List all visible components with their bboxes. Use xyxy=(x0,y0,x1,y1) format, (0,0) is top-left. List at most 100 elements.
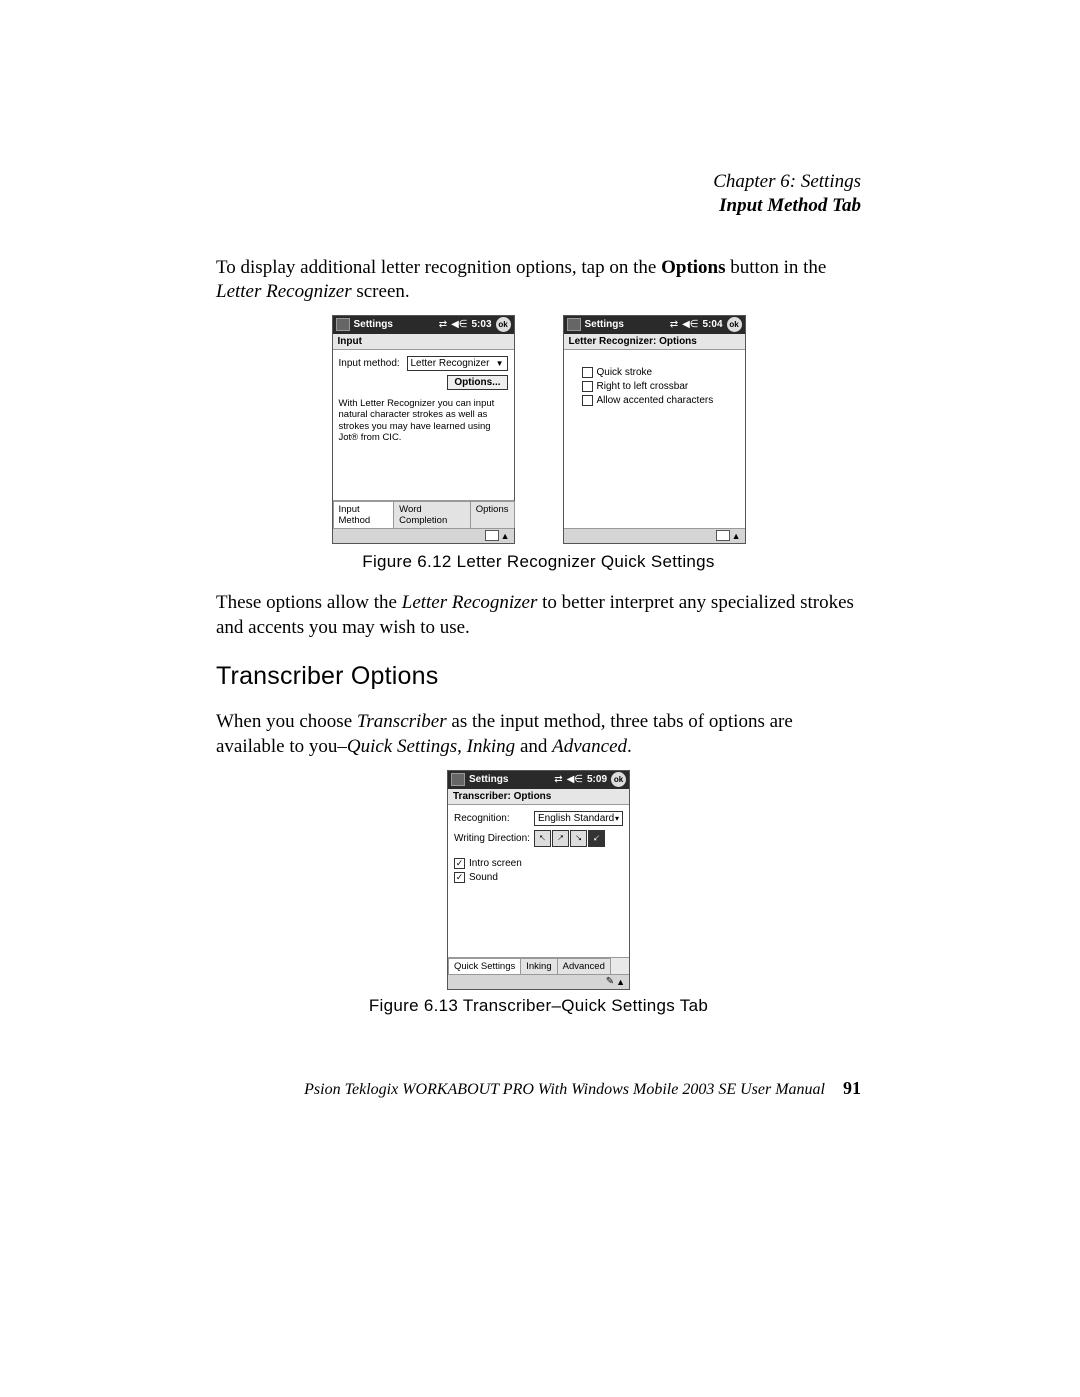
text-italic: Letter Recognizer xyxy=(402,592,538,613)
ok-button[interactable]: ok xyxy=(496,317,511,332)
up-arrow-icon[interactable]: ▲ xyxy=(732,531,741,541)
text: screen. xyxy=(352,281,410,302)
checkbox-icon xyxy=(582,395,593,406)
checkbox-label: Right to left crossbar xyxy=(597,381,689,392)
page-number: 91 xyxy=(843,1078,861,1098)
text: To display additional letter recognition… xyxy=(216,257,661,278)
text: When you choose xyxy=(216,711,357,732)
connectivity-icon[interactable]: ⇄ xyxy=(670,319,678,330)
start-flag-icon[interactable] xyxy=(336,318,350,331)
screen-heading: Transcriber: Options xyxy=(448,789,629,805)
text-italic: Inking xyxy=(467,736,516,757)
checkbox-label: Allow accented characters xyxy=(597,395,714,406)
text: and xyxy=(515,736,552,757)
input-method-label: Input method: xyxy=(339,358,403,369)
screenshot-row-1: Settings ⇄ ◀∈ 5:03 ok Input Input method… xyxy=(216,315,861,544)
checkbox-icon: ✓ xyxy=(454,872,465,883)
paragraph-2: These options allow the Letter Recognize… xyxy=(216,591,861,640)
start-flag-icon[interactable] xyxy=(567,318,581,331)
checkbox-rtl-crossbar[interactable]: Right to left crossbar xyxy=(582,381,739,392)
checkbox-icon xyxy=(582,367,593,378)
checkbox-intro-screen[interactable]: ✓ Intro screen xyxy=(454,858,623,869)
volume-icon[interactable]: ◀∈ xyxy=(682,319,698,330)
connectivity-icon[interactable]: ⇄ xyxy=(439,319,447,330)
device-titlebar: Settings ⇄ ◀∈ 5:03 ok xyxy=(333,316,514,334)
tab-word-completion[interactable]: Word Completion xyxy=(393,501,471,528)
start-flag-icon[interactable] xyxy=(451,773,465,786)
device-titlebar: Settings ⇄ ◀∈ 5:09 ok xyxy=(448,771,629,789)
options-button[interactable]: Options... xyxy=(447,375,507,390)
ok-button[interactable]: ok xyxy=(611,772,626,787)
checkbox-label: Intro screen xyxy=(469,858,522,869)
text: These options allow the xyxy=(216,592,402,613)
chapter-line: Chapter 6: Settings xyxy=(216,170,861,194)
screen-body: Input method: Letter Recognizer ▼ Option… xyxy=(333,350,514,500)
ok-button[interactable]: ok xyxy=(727,317,742,332)
paragraph-1: To display additional letter recognition… xyxy=(216,256,861,305)
tab-inking[interactable]: Inking xyxy=(520,958,557,974)
section-heading-transcriber: Transcriber Options xyxy=(216,662,861,691)
tab-input-method[interactable]: Input Method xyxy=(333,501,395,528)
volume-icon[interactable]: ◀∈ xyxy=(451,319,467,330)
checkbox-icon: ✓ xyxy=(454,858,465,869)
direction-1-button[interactable]: ⭦ xyxy=(534,830,551,847)
page-footer: Psion Teklogix WORKABOUT PRO With Window… xyxy=(216,1078,861,1099)
screenshot-transcriber-quick-settings: Settings ⇄ ◀∈ 5:09 ok Transcriber: Optio… xyxy=(447,770,630,990)
figure-caption-612: Figure 6.12 Letter Recognizer Quick Sett… xyxy=(216,552,861,572)
text-italic: Letter Recognizer xyxy=(216,281,352,302)
direction-2-button[interactable]: ⭧ xyxy=(552,830,569,847)
text-italic: Transcriber xyxy=(357,711,447,732)
text: button in the xyxy=(726,257,827,278)
clock[interactable]: 5:09 xyxy=(587,774,607,785)
clock[interactable]: 5:04 xyxy=(702,319,722,330)
titlebar-label: Settings xyxy=(354,319,435,330)
text: , xyxy=(457,736,467,757)
screen-heading: Letter Recognizer: Options xyxy=(564,334,745,350)
footer-text: Psion Teklogix WORKABOUT PRO With Window… xyxy=(304,1081,825,1098)
titlebar-label: Settings xyxy=(585,319,666,330)
combo-value: Letter Recognizer xyxy=(411,358,490,369)
pen-icon[interactable]: ✎ xyxy=(606,976,614,987)
checkbox-quick-stroke[interactable]: Quick stroke xyxy=(582,367,739,378)
checkbox-sound[interactable]: ✓ Sound xyxy=(454,872,623,883)
checkbox-label: Quick stroke xyxy=(597,367,653,378)
keyboard-icon[interactable] xyxy=(485,530,499,541)
up-arrow-icon[interactable]: ▲ xyxy=(616,977,625,987)
screenshot-input-method: Settings ⇄ ◀∈ 5:03 ok Input Input method… xyxy=(332,315,515,544)
chapter-subtitle: Input Method Tab xyxy=(216,194,861,218)
device-bottombar: ▲ xyxy=(333,528,514,543)
combo-value: English Standard xyxy=(538,813,614,824)
screen-heading: Input xyxy=(333,334,514,350)
up-arrow-icon[interactable]: ▲ xyxy=(501,531,510,541)
direction-4-button[interactable]: ⭩ xyxy=(588,830,605,847)
tab-options[interactable]: Options xyxy=(470,501,515,528)
tabs: Input Method Word Completion Options xyxy=(333,500,514,528)
text: . xyxy=(627,736,632,757)
tab-quick-settings[interactable]: Quick Settings xyxy=(448,958,521,974)
screen-body: Quick stroke Right to left crossbar Allo… xyxy=(564,350,745,528)
volume-icon[interactable]: ◀∈ xyxy=(567,774,583,785)
checkbox-accented-chars[interactable]: Allow accented characters xyxy=(582,395,739,406)
direction-3-button[interactable]: ⭨ xyxy=(570,830,587,847)
device-bottombar: ✎ ▲ xyxy=(448,974,629,989)
input-method-combo[interactable]: Letter Recognizer ▼ xyxy=(407,356,508,371)
paragraph-3: When you choose Transcriber as the input… xyxy=(216,710,861,759)
text-italic: Quick Settings xyxy=(347,736,457,757)
connectivity-icon[interactable]: ⇄ xyxy=(554,774,562,785)
recognition-label: Recognition: xyxy=(454,813,530,824)
checkbox-icon xyxy=(582,381,593,392)
device-bottombar: ▲ xyxy=(564,528,745,543)
clock[interactable]: 5:03 xyxy=(471,319,491,330)
device-titlebar: Settings ⇄ ◀∈ 5:04 ok xyxy=(564,316,745,334)
keyboard-icon[interactable] xyxy=(716,530,730,541)
chevron-down-icon: ▼ xyxy=(496,359,504,368)
tabs: Quick Settings Inking Advanced xyxy=(448,957,629,974)
figure-caption-613: Figure 6.13 Transcriber–Quick Settings T… xyxy=(216,996,861,1016)
text-italic: Advanced xyxy=(552,736,627,757)
recognition-combo[interactable]: English Standard ▾ xyxy=(534,811,623,826)
help-text: With Letter Recognizer you can input nat… xyxy=(339,398,508,444)
screenshot-letter-recognizer-options: Settings ⇄ ◀∈ 5:04 ok Letter Recognizer:… xyxy=(563,315,746,544)
text-bold: Options xyxy=(661,257,725,278)
tab-advanced[interactable]: Advanced xyxy=(557,958,611,974)
chapter-header: Chapter 6: Settings Input Method Tab xyxy=(216,170,861,218)
